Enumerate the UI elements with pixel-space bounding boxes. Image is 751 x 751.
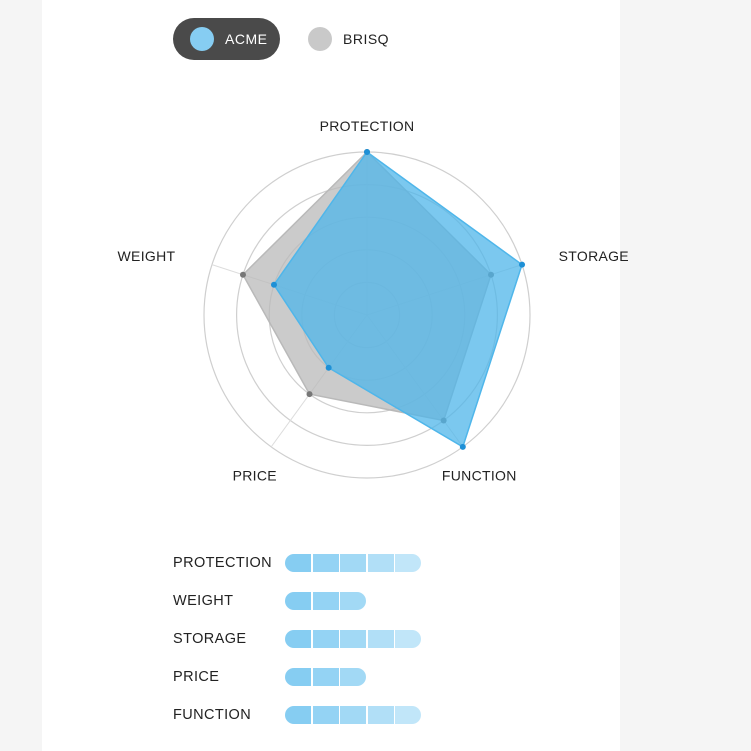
bar-segment	[285, 630, 311, 648]
bar-segment	[312, 592, 339, 610]
brisq-data-point	[306, 391, 313, 398]
bar-label: FUNCTION	[173, 707, 252, 723]
bar-label: WEIGHT	[173, 593, 234, 609]
acme-color-dot	[190, 27, 214, 51]
bar-segment	[340, 668, 366, 686]
brisq-legend-toggle[interactable]: BRISQ	[298, 18, 408, 60]
bar-segment	[312, 554, 339, 572]
bar-segment	[340, 592, 366, 610]
bar-row-function: FUNCTION	[173, 705, 423, 725]
bar-segment	[395, 706, 421, 724]
bar-segment	[367, 706, 394, 724]
bar-label: PROTECTION	[173, 555, 273, 571]
bar-track	[285, 630, 423, 648]
bar-segment	[340, 630, 366, 648]
bar-segment	[395, 630, 421, 648]
bar-label: STORAGE	[173, 631, 247, 647]
bar-segment	[285, 668, 311, 686]
bar-segment	[367, 630, 394, 648]
brisq-data-point	[239, 271, 246, 278]
bar-track	[285, 706, 423, 724]
acme-data-point	[364, 149, 370, 155]
bar-row-protection: PROTECTION	[173, 553, 423, 573]
bar-track	[285, 554, 423, 572]
bar-row-price: PRICE	[173, 667, 368, 687]
brisq-color-dot	[308, 27, 332, 51]
bar-track	[285, 668, 368, 686]
bar-segment	[395, 554, 421, 572]
bar-segment	[367, 554, 394, 572]
bar-segment	[312, 630, 339, 648]
bar-segment	[285, 554, 311, 572]
axis-label-function: FUNCTION	[442, 468, 517, 484]
bar-track	[285, 592, 368, 610]
brisq-legend-label: BRISQ	[343, 31, 390, 47]
bar-segment	[285, 592, 311, 610]
bar-segment	[312, 668, 339, 686]
bar-label: PRICE	[173, 669, 220, 685]
acme-legend-toggle[interactable]: ACME	[173, 18, 280, 60]
axis-label-price: PRICE	[233, 468, 277, 484]
bar-segment	[340, 706, 366, 724]
acme-data-point	[459, 443, 466, 450]
axis-label-protection: PROTECTION	[320, 118, 415, 134]
acme-data-point	[325, 364, 332, 371]
bar-segment	[312, 706, 339, 724]
acme-legend-label: ACME	[225, 31, 268, 47]
bar-row-weight: WEIGHT	[173, 591, 368, 611]
bar-row-storage: STORAGE	[173, 629, 423, 649]
acme-series-area	[273, 150, 523, 448]
axis-label-storage: STORAGE	[559, 248, 629, 264]
bar-segment	[340, 554, 366, 572]
acme-data-point	[519, 261, 526, 268]
bar-segment	[285, 706, 311, 724]
acme-data-point	[270, 281, 277, 288]
axis-label-weight: WEIGHT	[118, 248, 176, 264]
radar-chart: PROTECTION STORAGE FUNCTION PRICE WEIGHT	[118, 118, 629, 484]
